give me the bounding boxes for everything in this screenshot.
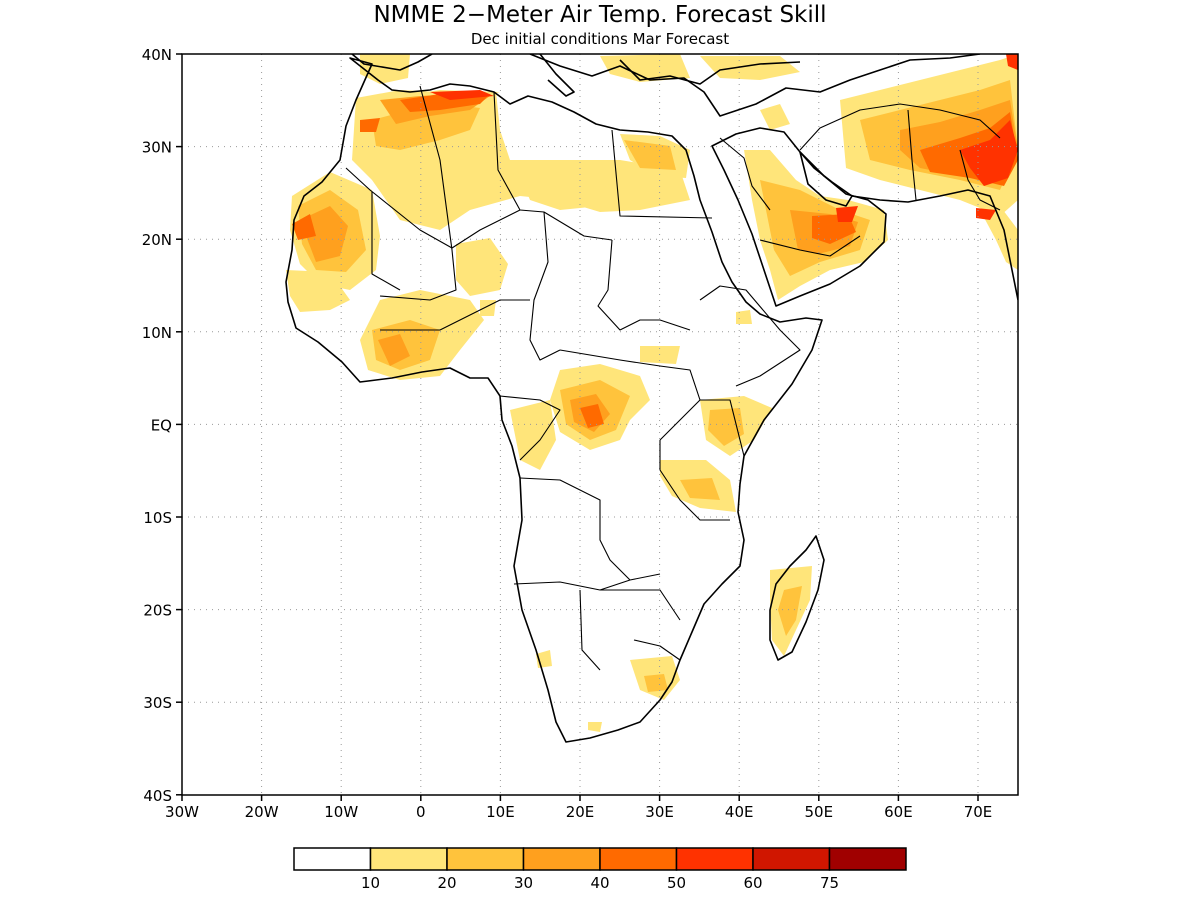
lon-tick-label: 30E (645, 803, 674, 821)
colorbar-label: 60 (743, 874, 762, 892)
skill-region-10-20 (640, 346, 680, 364)
lon-tick-label: 20E (566, 803, 595, 821)
map-title: NMME 2−Meter Air Temp. Forecast Skill (373, 2, 826, 28)
lon-tick-label: 10E (486, 803, 515, 821)
iberia-coastline (351, 54, 433, 71)
skill-region-10-20 (480, 300, 496, 316)
lat-tick-label: 40N (142, 46, 172, 64)
country-borders (345, 85, 1001, 671)
colorbar-swatch (293, 847, 372, 871)
skill-region-20-30 (708, 408, 744, 446)
lon-tick-label: 20W (245, 803, 279, 821)
lat-tick-label: 10N (142, 324, 172, 342)
colorbar-label: 75 (820, 874, 839, 892)
lat-tick-label: 20N (142, 231, 172, 249)
lon-tick-label: 0 (416, 803, 426, 821)
lon-tick-label: 70E (964, 803, 993, 821)
lat-tick-label: 30N (142, 139, 172, 157)
lat-tick-label: 40S (143, 787, 172, 805)
skill-region-30-40 (300, 206, 348, 262)
lon-tick-label: 40E (725, 803, 754, 821)
colorbar-swatch (675, 847, 754, 871)
skill-region-30-40 (378, 334, 410, 366)
skill-region-10-20 (736, 310, 752, 324)
lat-tick-label: 20S (143, 602, 172, 620)
persian-gulf (799, 151, 853, 207)
skill-region-50-60 (430, 90, 494, 100)
colorbar-swatch (752, 847, 831, 871)
colorbar: 10 20 30 40 50 60 75 (293, 847, 907, 892)
skill-region-10-20 (510, 400, 556, 470)
skill-region-40-50 (360, 118, 380, 132)
longitude-axis: 30W 20W 10W 0 10E 20E 30E 40E 50E 60E 70E (165, 795, 992, 821)
lat-tick-label: 10S (143, 509, 172, 527)
colorbar-swatch (446, 847, 525, 871)
eurasia-coastline (529, 54, 981, 117)
skill-region-10-20 (600, 54, 690, 82)
colorbar-label: 50 (667, 874, 686, 892)
skill-region-10-20 (588, 722, 602, 732)
skill-region-50-60 (960, 120, 1018, 186)
colorbar-swatch (369, 847, 448, 871)
skill-region-20-30 (778, 586, 802, 636)
italy-coastline (539, 54, 575, 97)
arabia-coastline (711, 127, 887, 307)
madagascar-coastline (769, 535, 825, 661)
lon-tick-label: 10W (324, 803, 358, 821)
skill-region-50-60 (976, 208, 996, 220)
skill-region-10-20 (456, 238, 508, 296)
skill-region-10-20 (700, 56, 800, 80)
latitude-axis: 40N 30N 20N 10N EQ 10S 20S 30S 40S (142, 46, 182, 805)
lon-tick-label: 30W (165, 803, 199, 821)
africa-coastline (285, 57, 823, 743)
skill-region-50-60 (1006, 54, 1018, 70)
colorbar-label: 20 (437, 874, 456, 892)
coastlines (285, 54, 1018, 743)
colorbar-swatch (599, 847, 678, 871)
colorbar-swatch (522, 847, 601, 871)
colorbar-label: 10 (361, 874, 380, 892)
lon-tick-label: 50E (805, 803, 834, 821)
lon-tick-label: 60E (884, 803, 913, 821)
iran-coastline (851, 189, 1018, 301)
greece-turkey-coastline (619, 59, 801, 85)
skill-region-20-30 (624, 140, 676, 170)
skill-region-10-20 (520, 172, 612, 210)
skill-region-10-20 (760, 104, 790, 130)
skill-region-20-30 (680, 478, 720, 500)
skill-region-20-30 (644, 674, 668, 692)
skill-region-40-50 (580, 404, 604, 428)
map-subtitle: Dec initial conditions Mar Forecast (471, 30, 729, 48)
skill-region-40-50 (292, 214, 316, 240)
colorbar-label: 40 (590, 874, 609, 892)
colorbar-label: 30 (514, 874, 533, 892)
colorbar-swatch (828, 847, 907, 871)
lat-tick-label: 30S (143, 694, 172, 712)
skill-region-10-20 (286, 270, 350, 312)
skill-shading (286, 54, 1018, 732)
grid-lines (182, 54, 1018, 795)
lat-tick-label: EQ (151, 416, 172, 434)
skill-region-50-60 (836, 206, 858, 222)
skill-region-40-50 (400, 94, 490, 112)
